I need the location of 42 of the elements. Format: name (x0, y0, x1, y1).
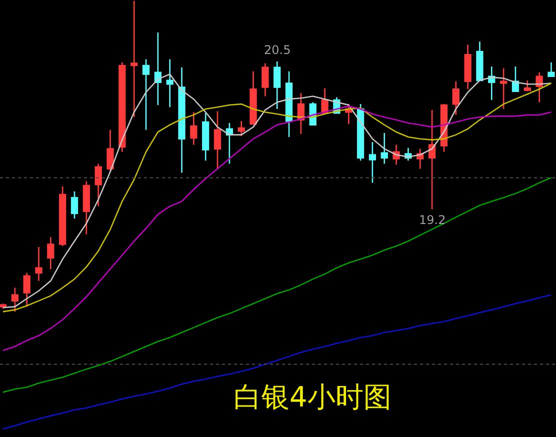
candlestick (262, 62, 269, 97)
candlestick (47, 236, 54, 270)
candlestick (178, 66, 186, 174)
candlestick (11, 287, 18, 312)
annotation: 20.5 (264, 43, 291, 57)
candlestick (59, 186, 66, 247)
candlestick (356, 103, 364, 162)
candlestick (524, 80, 531, 92)
candlestick (274, 60, 281, 110)
candlestick (285, 70, 293, 138)
candlestick (476, 40, 484, 82)
candlestick (118, 62, 126, 153)
candlestick (154, 32, 162, 106)
candlestick (82, 180, 90, 235)
candlestick (368, 141, 376, 184)
candlestick (345, 103, 352, 125)
candlestick (321, 88, 328, 114)
candlestick (166, 58, 174, 108)
candlestick (512, 66, 520, 92)
candlestick (488, 66, 496, 101)
candlestick (226, 122, 233, 164)
candlestick (428, 109, 436, 210)
candlestick (130, 0, 138, 118)
candlestick (380, 132, 388, 164)
candlestick (214, 110, 222, 170)
candlestick (536, 72, 543, 103)
candlestick (190, 111, 198, 146)
annotation: 19.2 (419, 213, 446, 227)
candlestick (70, 190, 78, 220)
candlestick (250, 70, 257, 126)
candlestick (464, 44, 472, 90)
candlestick (452, 80, 460, 116)
candlestick (23, 272, 30, 308)
candlestick (500, 68, 508, 110)
candlestick (202, 112, 210, 162)
candlestick (238, 120, 245, 137)
candlestick (106, 129, 114, 172)
candlestick (35, 246, 42, 282)
text: 白银4小时图 (234, 380, 392, 414)
candlestick (94, 163, 102, 207)
candlestick (142, 58, 150, 130)
candlestick (548, 62, 555, 78)
